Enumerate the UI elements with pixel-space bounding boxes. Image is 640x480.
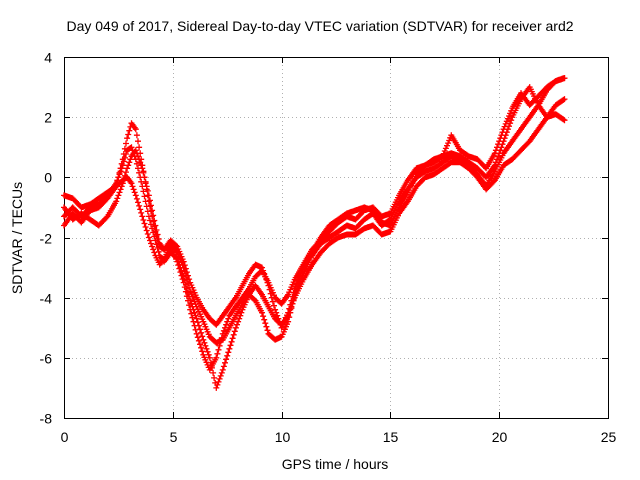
axis-ticks: 0 5 10 15 20 25 -8 -6 -4 -2 0 2 4 xyxy=(40,50,617,446)
x-tick-label: 25 xyxy=(601,429,617,445)
plus-markers xyxy=(61,96,568,391)
plus-markers xyxy=(61,84,568,373)
x-tick-label: 20 xyxy=(492,429,508,445)
chart-title: Day 049 of 2017, Sidereal Day-to-day VTE… xyxy=(66,18,574,34)
y-tick-label: -6 xyxy=(40,351,53,367)
y-tick-label: -4 xyxy=(40,291,53,307)
y-tick-label: 4 xyxy=(44,50,52,66)
x-tick-label: 0 xyxy=(61,429,69,445)
plus-markers xyxy=(61,75,568,346)
series-track-1 xyxy=(61,75,568,346)
x-tick-label: 10 xyxy=(275,429,291,445)
data-marks xyxy=(61,75,568,391)
x-axis-label: GPS time / hours xyxy=(281,456,389,472)
series-track-3 xyxy=(61,84,568,373)
x-tick-label: 5 xyxy=(170,429,178,445)
y-tick-label: 2 xyxy=(44,110,52,126)
plus-markers xyxy=(61,75,568,331)
series-track-2 xyxy=(61,96,568,391)
y-tick-label: -8 xyxy=(40,411,53,427)
y-axis-label: SDTVAR / TECUs xyxy=(9,181,25,295)
y-tick-label: -2 xyxy=(40,231,53,247)
y-tick-label: 0 xyxy=(44,170,52,186)
x-tick-label: 15 xyxy=(383,429,399,445)
series-track-4 xyxy=(61,75,568,331)
